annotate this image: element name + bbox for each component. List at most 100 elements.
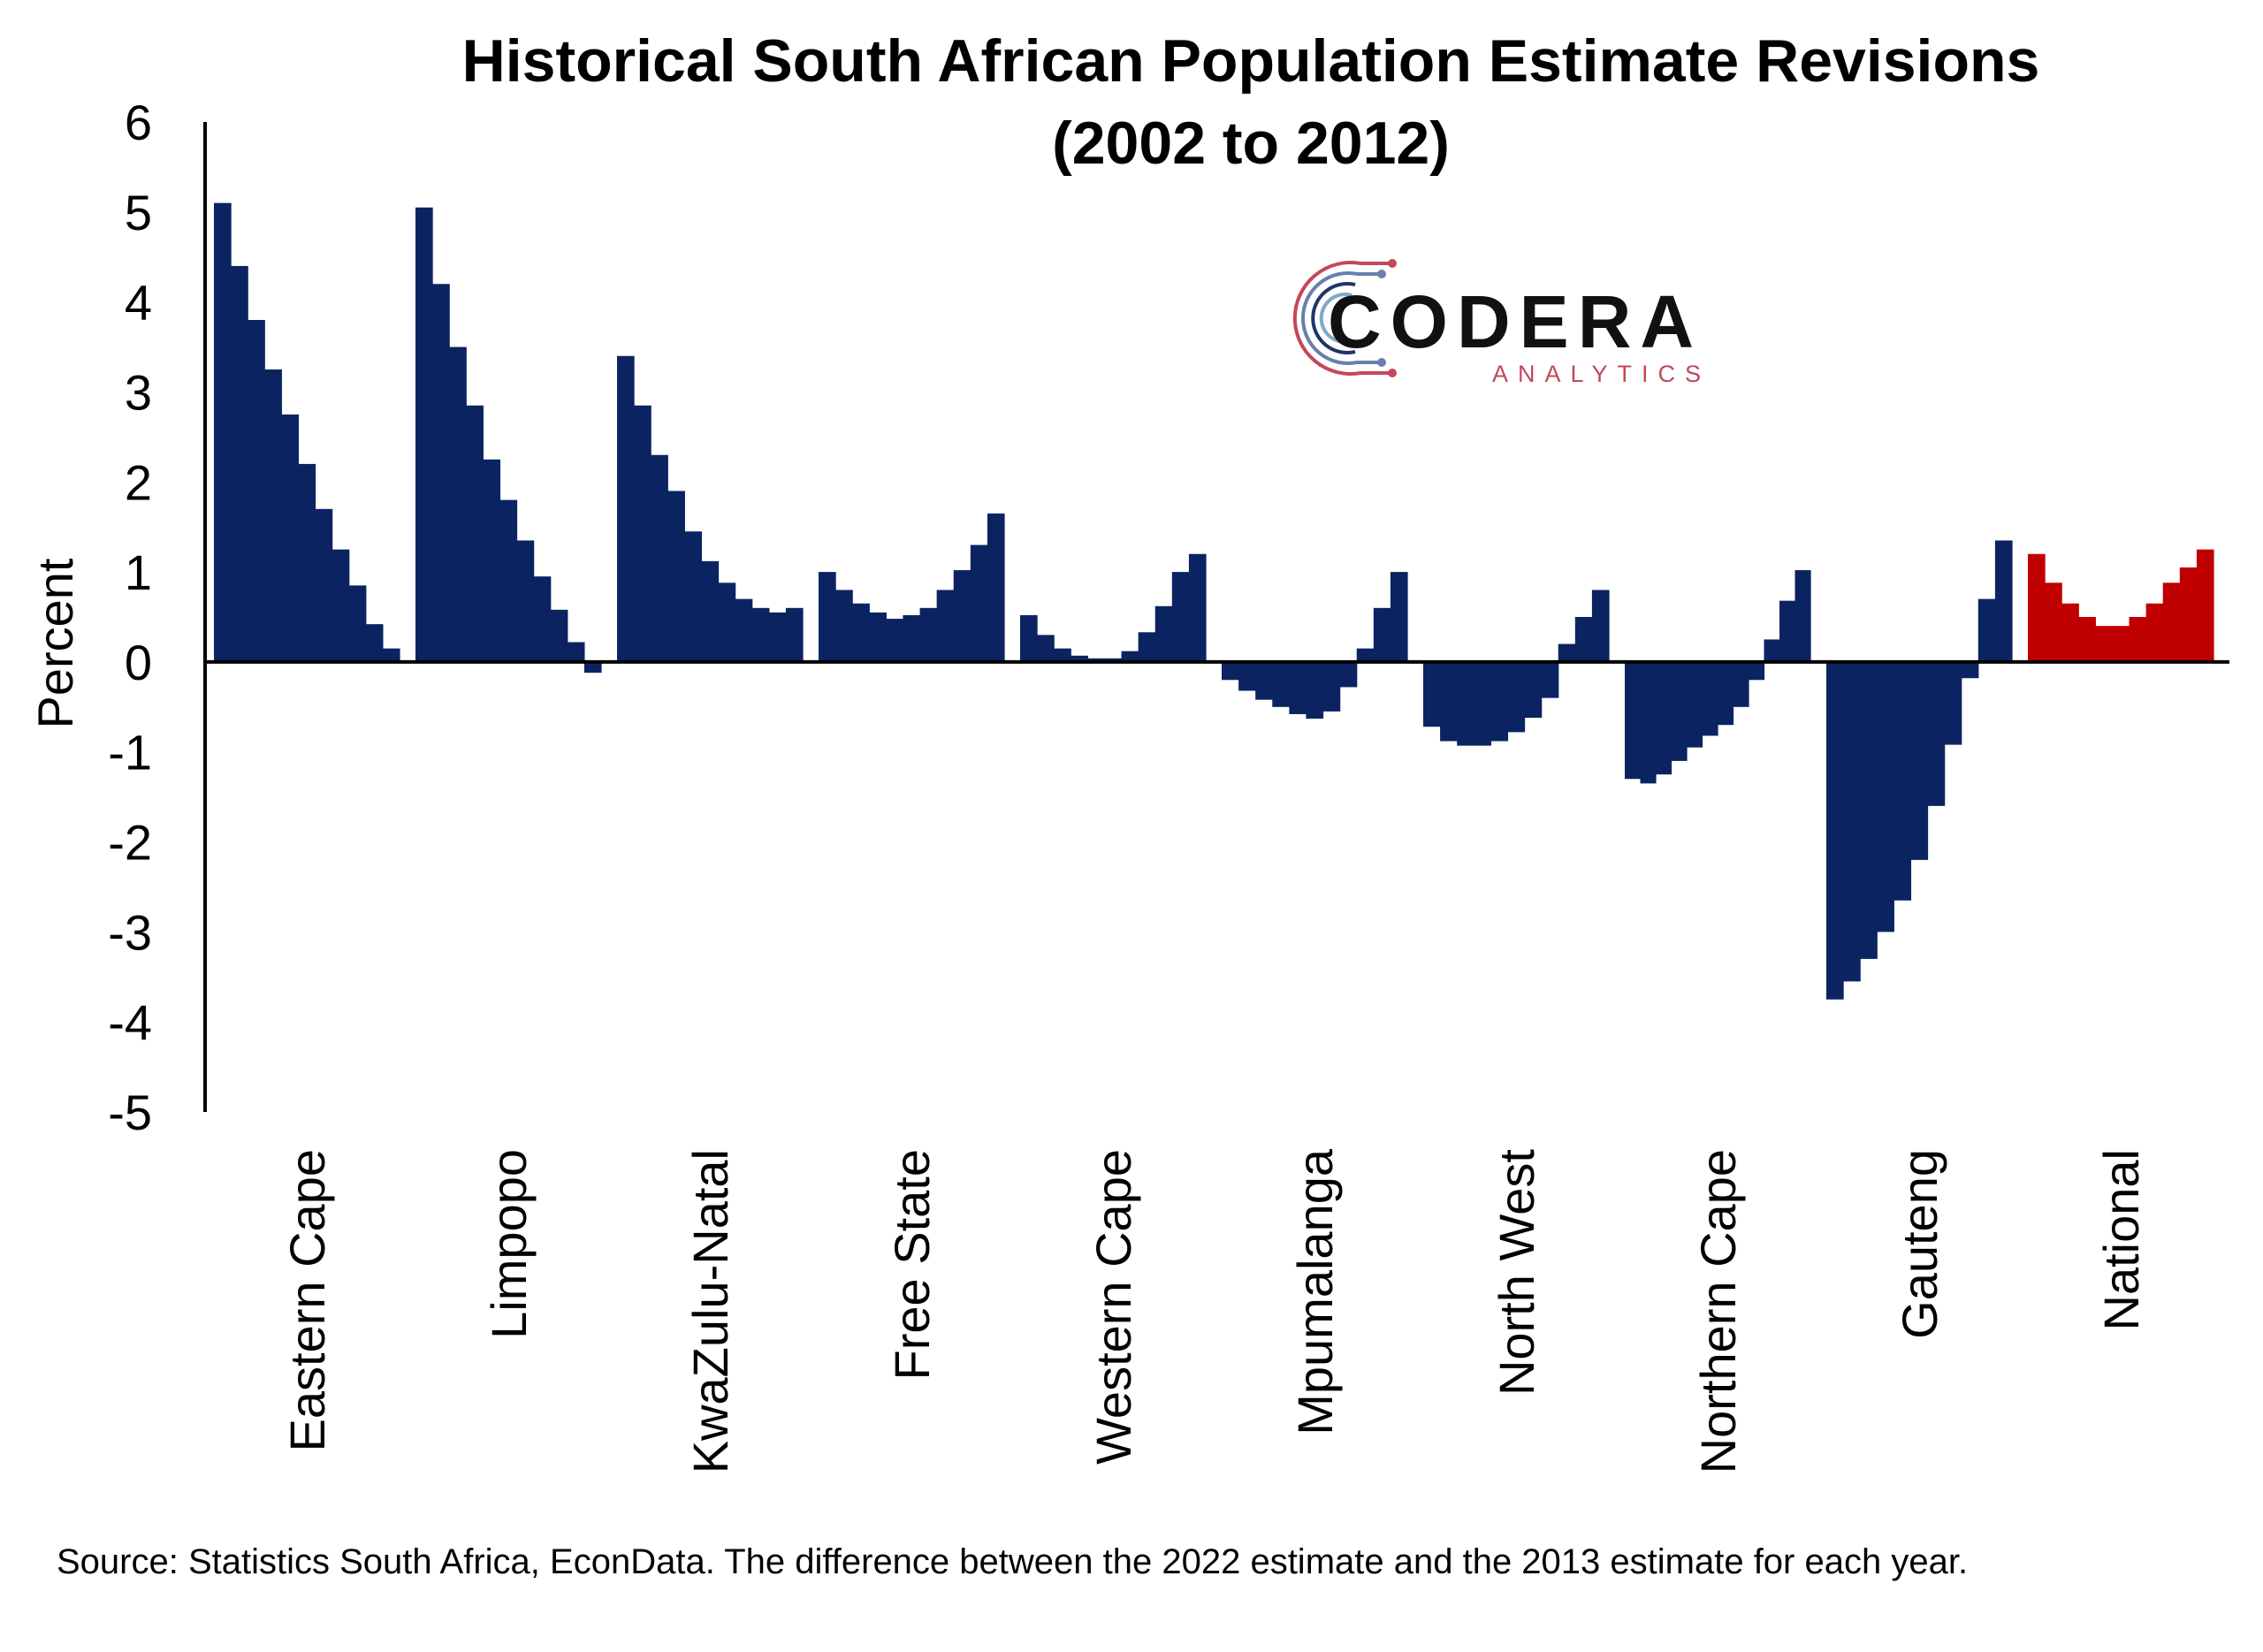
bar [1671, 661, 1688, 761]
bar [852, 603, 870, 662]
bar [2196, 549, 2214, 662]
bar [1779, 600, 1796, 662]
bar [1054, 648, 1071, 662]
bar [1910, 661, 1929, 860]
bar [1944, 661, 1962, 745]
bar [567, 642, 585, 662]
bar [768, 612, 787, 662]
bar [1961, 661, 1979, 679]
y-tick-label: 5 [125, 185, 152, 240]
bar [2145, 603, 2164, 662]
bar [264, 369, 282, 662]
y-tick-label: 0 [125, 635, 152, 690]
bar [1138, 632, 1156, 662]
bar [1339, 661, 1358, 688]
bar [634, 405, 651, 662]
bar [1749, 661, 1765, 681]
bar [1733, 661, 1749, 707]
bar [1826, 661, 1844, 1000]
bar [667, 491, 685, 662]
bar [869, 612, 887, 662]
bar [1121, 651, 1139, 662]
bar [1373, 607, 1391, 662]
chart-title-line-1: Historical South African Population Esti… [462, 27, 2040, 95]
bar [1558, 643, 1576, 662]
bar [936, 590, 955, 662]
bar [1764, 639, 1780, 662]
bar [1977, 598, 1996, 662]
y-tick-label: 2 [125, 454, 152, 510]
bar [533, 576, 552, 662]
bar [1794, 570, 1811, 662]
bar [331, 549, 350, 662]
bar [1457, 661, 1474, 746]
category-label: Western Cape [1086, 1149, 1141, 1465]
bar [516, 540, 535, 662]
bar [1625, 661, 1642, 780]
bar [1087, 658, 1106, 662]
y-tick-labels: -5 -4 -3 -2 -1 0 1 2 3 4 5 6 [108, 95, 152, 1140]
bar [1104, 658, 1123, 662]
category-label: Eastern Cape [279, 1149, 335, 1451]
bar [1994, 540, 2013, 662]
y-tick-label: -1 [108, 725, 152, 780]
bar [1702, 661, 1718, 736]
bar [1490, 661, 1509, 742]
bar [2095, 626, 2114, 662]
bar [651, 454, 668, 662]
bar [701, 560, 720, 662]
bar [214, 202, 232, 662]
bar [248, 320, 265, 662]
bar [298, 463, 316, 662]
bar [1927, 661, 1946, 806]
bar [1020, 614, 1038, 662]
category-labels: Eastern Cape Limpopo KwaZulu-Natal Free Sta… [279, 1148, 2149, 1473]
bar [2045, 582, 2062, 662]
bar [1306, 661, 1324, 719]
bar [1171, 572, 1190, 662]
bar [987, 513, 1005, 662]
category-label: KwaZulu-Natal [682, 1149, 738, 1473]
bar [1289, 661, 1307, 714]
bar [1640, 661, 1657, 784]
bar [1541, 661, 1559, 698]
bar [2028, 553, 2046, 662]
y-tick-label: 4 [125, 275, 152, 331]
bar [2129, 617, 2147, 662]
bar [1222, 661, 1239, 681]
bar [231, 265, 248, 662]
bar [718, 582, 736, 662]
bar [2061, 603, 2079, 662]
bar [886, 619, 904, 662]
bar [1860, 661, 1878, 959]
bar [1423, 661, 1441, 727]
bar [1322, 661, 1341, 712]
chart-title-line-2: (2002 to 2012) [1052, 110, 1450, 177]
category-label: Gauteng [1892, 1149, 1947, 1339]
bar [449, 346, 467, 662]
bar [1356, 648, 1375, 662]
bar [617, 355, 635, 662]
bar [1507, 661, 1526, 733]
bar [315, 508, 333, 662]
bar [1188, 553, 1207, 662]
bar [382, 648, 400, 662]
bar [550, 609, 568, 662]
source-note: Source: Statistics South Africa, EconDat… [57, 1542, 1969, 1581]
bar [1656, 661, 1672, 775]
bar [1574, 617, 1593, 662]
bar [2179, 567, 2198, 662]
bar [1718, 661, 1734, 726]
logo-name: CODERA [1328, 280, 1703, 363]
bar [415, 207, 433, 662]
category-label: Limpopo [481, 1149, 537, 1339]
bar [365, 624, 384, 662]
bar [1687, 661, 1703, 748]
category-label: North West [1489, 1149, 1544, 1396]
category-label: National [2093, 1149, 2149, 1330]
bar [2162, 582, 2181, 662]
y-tick-label: 6 [125, 95, 152, 150]
y-tick-label: -5 [108, 1085, 152, 1140]
bar [1037, 635, 1055, 662]
